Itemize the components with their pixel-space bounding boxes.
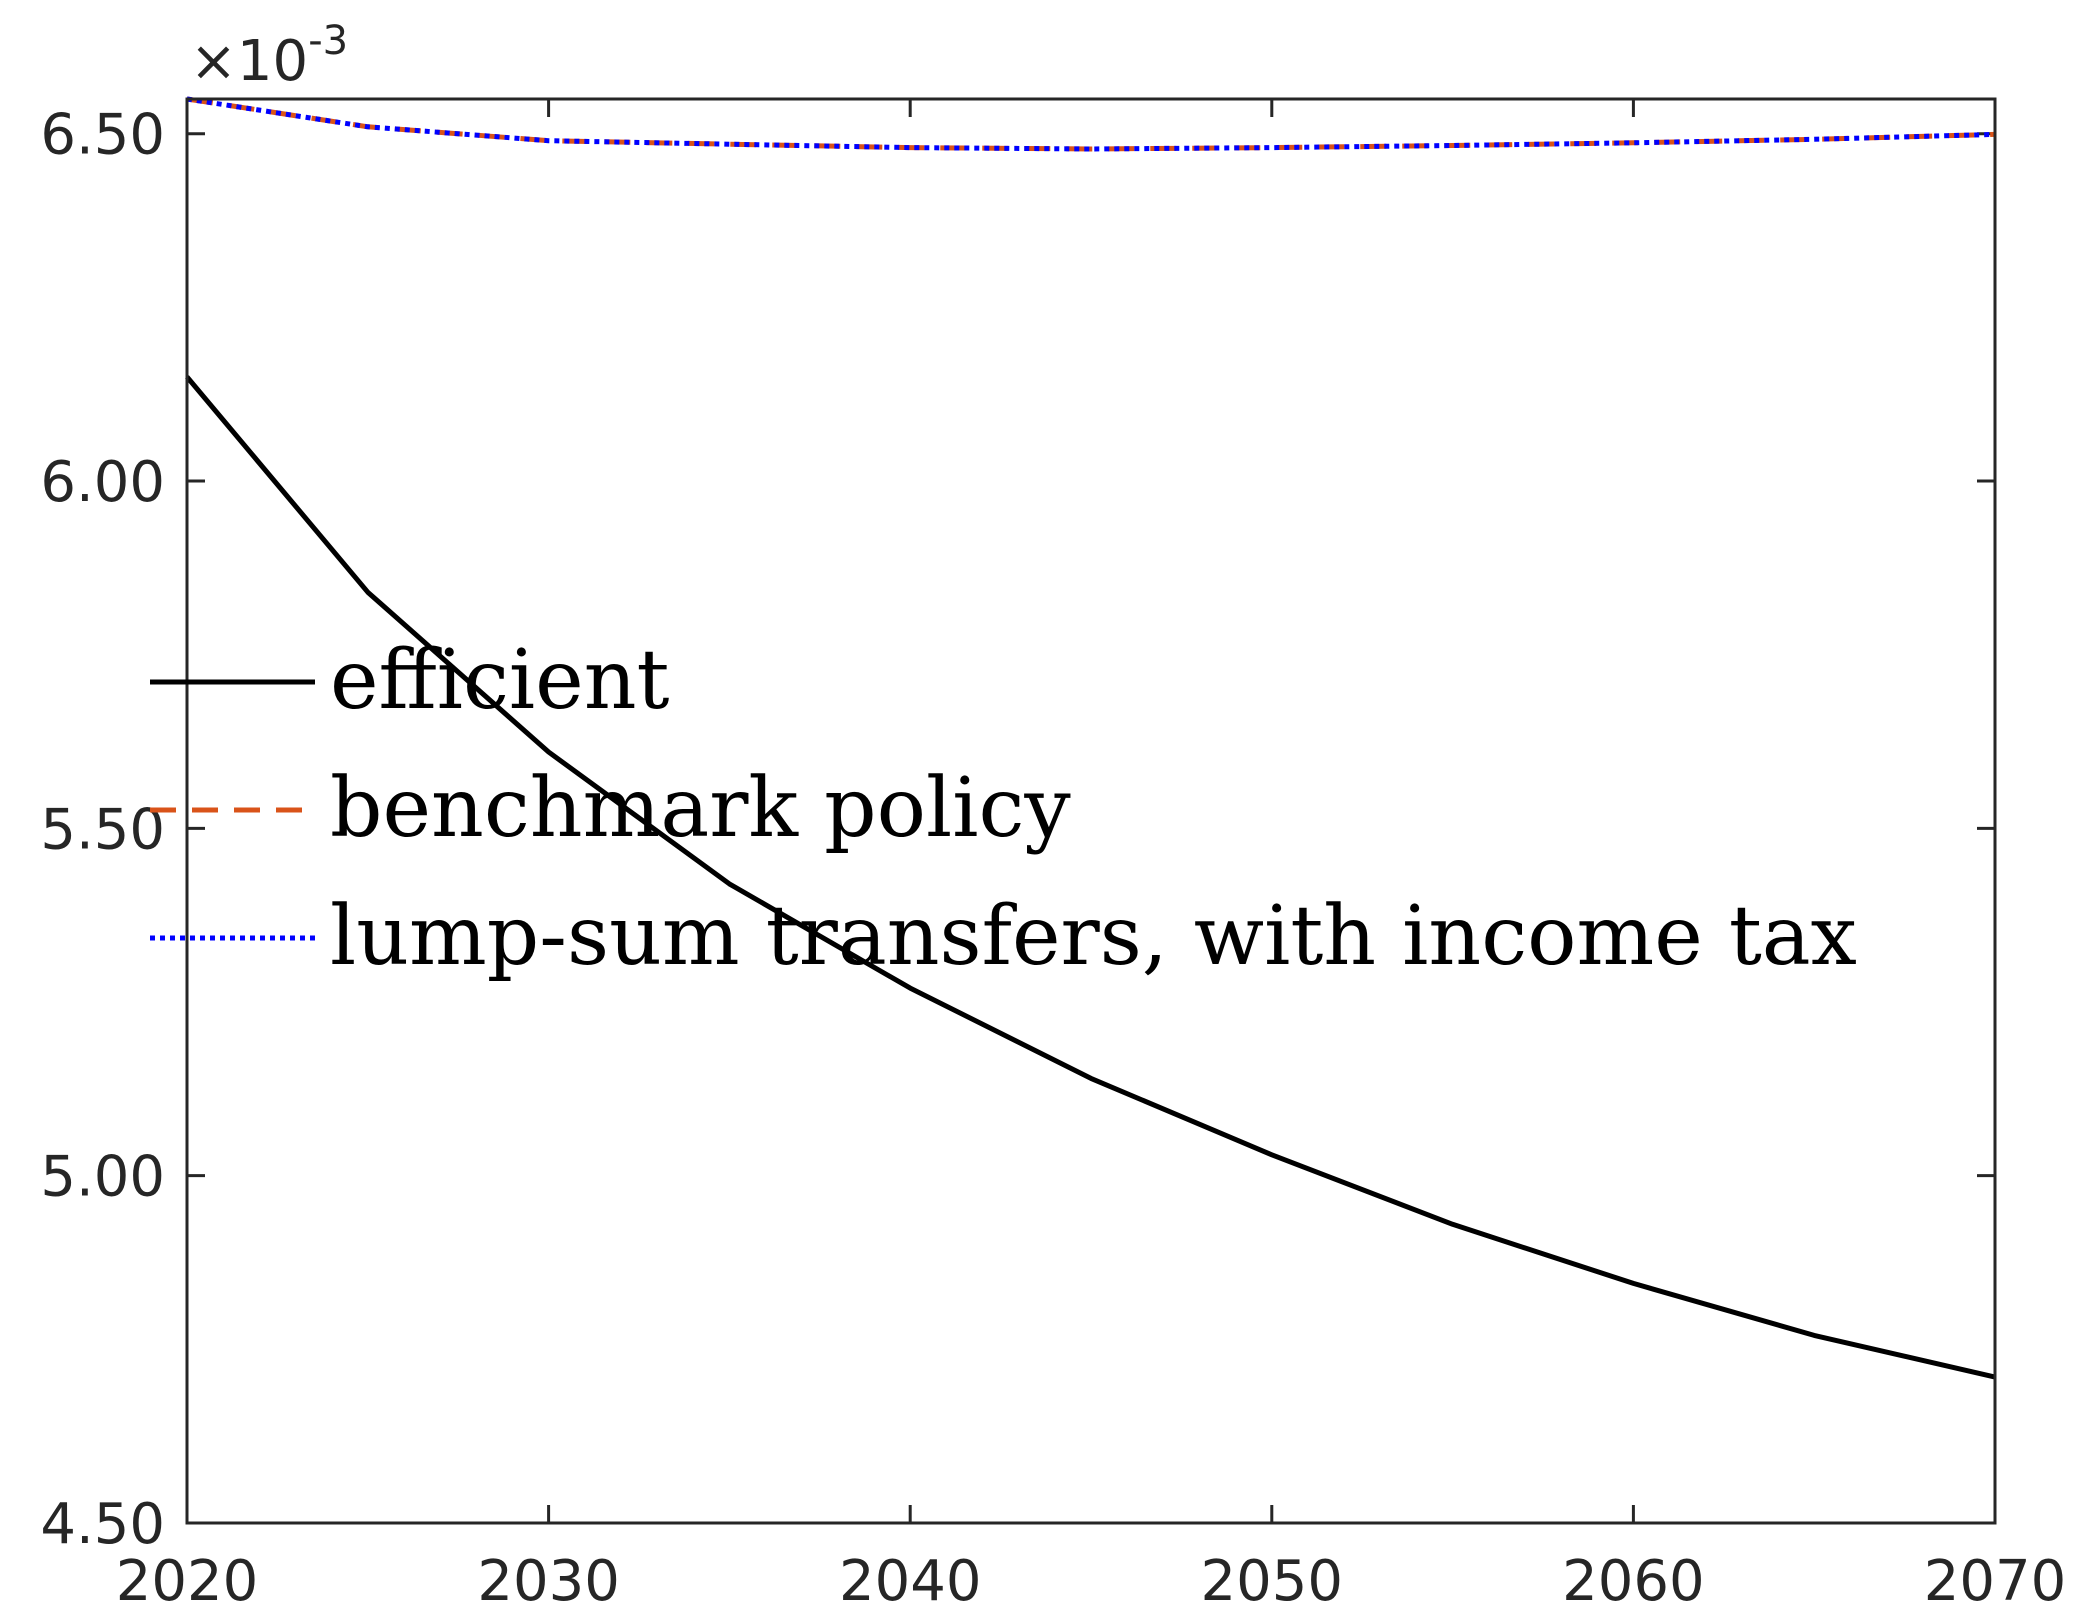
- y-axis-exponent: ×10-3: [190, 18, 348, 94]
- x-tick-label-2040: 2040: [839, 1549, 982, 1614]
- y-tick-labels: 4.50 5.00 5.50 6.00 6.50: [40, 103, 165, 1557]
- legend: efficient benchmark policy lump-sum transf…: [150, 633, 1857, 984]
- x-tick-label-2020: 2020: [116, 1549, 259, 1614]
- x-tick-label-2070: 2070: [1924, 1549, 2067, 1614]
- series-lines: [185, 96, 1996, 1380]
- series-line-1: [185, 375, 1996, 1380]
- x-tick-labels: 2020 2030 2040 2050 2060 2070: [116, 1549, 2067, 1614]
- legend-label-3: lump-sum transfers, with income tax: [330, 889, 1857, 984]
- y-tick-label-5.00: 5.00: [40, 1145, 165, 1210]
- y-tick-label-5.50: 5.50: [40, 797, 165, 862]
- y-tick-label-6.50: 6.50: [40, 103, 165, 168]
- y-tick-label-4.50: 4.50: [40, 1492, 165, 1557]
- y-axis-exponent-base: ×10: [190, 29, 308, 94]
- series-line-3: [186, 96, 1996, 152]
- x-tick-label-2060: 2060: [1562, 1549, 1705, 1614]
- legend-label-2: benchmark policy: [330, 761, 1071, 856]
- plot-area: [187, 99, 1995, 1523]
- x-tick-label-2030: 2030: [477, 1549, 620, 1614]
- y-axis-exponent-power: -3: [308, 18, 348, 64]
- x-tick-label-2050: 2050: [1201, 1549, 1344, 1614]
- legend-label-1: efficient: [330, 633, 669, 728]
- plot-frame: [185, 97, 1997, 1525]
- y-tick-label-6.00: 6.00: [40, 450, 165, 515]
